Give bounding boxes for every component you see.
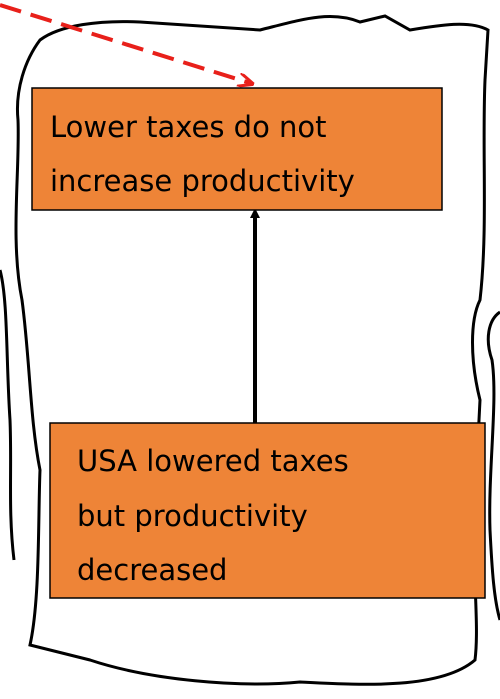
outline-left [14, 14, 490, 686]
outline-edge [0, 269, 16, 561]
claim-text: increase productivity [50, 164, 355, 198]
dashed-arrow [0, 3, 253, 84]
claim-text: Lower taxes do not [50, 110, 327, 144]
outline-right [486, 310, 500, 621]
evidence-box [49, 422, 486, 599]
claim-box [31, 87, 443, 211]
evidence-text: USA lowered taxes [77, 444, 349, 478]
evidence-text: decreased [77, 553, 227, 587]
evidence-text: but productivity [77, 499, 308, 533]
